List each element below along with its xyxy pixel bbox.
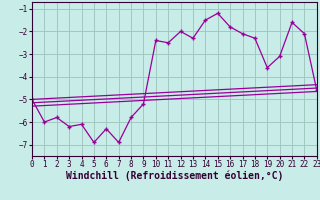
X-axis label: Windchill (Refroidissement éolien,°C): Windchill (Refroidissement éolien,°C): [66, 171, 283, 181]
